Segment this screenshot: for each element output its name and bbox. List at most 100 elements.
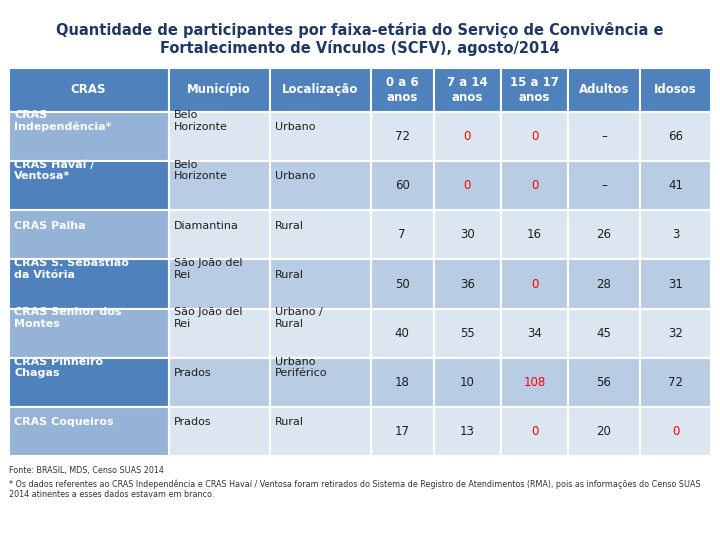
- Bar: [269, 68, 371, 112]
- Bar: [568, 210, 640, 259]
- Text: 0 a 6
anos: 0 a 6 anos: [386, 76, 418, 104]
- Text: 31: 31: [668, 278, 683, 291]
- Text: 40: 40: [395, 327, 410, 340]
- Text: * Os dados referentes ao CRAS Independência e CRAS Havaí / Ventosa foram retirad: * Os dados referentes ao CRAS Independên…: [9, 480, 701, 500]
- Bar: [168, 161, 269, 210]
- Text: 7 a 14
anos: 7 a 14 anos: [447, 76, 487, 104]
- Bar: [371, 161, 433, 210]
- Text: 56: 56: [597, 376, 611, 389]
- Text: CRAS
Independência*: CRAS Independência*: [14, 110, 112, 132]
- Text: Prados: Prados: [174, 417, 212, 427]
- Text: 41: 41: [668, 179, 683, 192]
- Bar: [9, 259, 168, 309]
- Bar: [168, 259, 269, 309]
- Bar: [371, 309, 433, 358]
- Bar: [371, 210, 433, 259]
- Text: CRAS: CRAS: [71, 83, 107, 96]
- Text: Rural: Rural: [275, 269, 305, 280]
- Text: CRAS Pinheiro
Chagas: CRAS Pinheiro Chagas: [14, 356, 104, 378]
- Text: Belo
Horizonte: Belo Horizonte: [174, 111, 228, 132]
- Text: Município: Município: [187, 83, 251, 96]
- Text: Localização: Localização: [282, 83, 359, 96]
- Text: CRAS Senhor dos
Montes: CRAS Senhor dos Montes: [14, 307, 122, 329]
- Text: 0: 0: [531, 425, 539, 438]
- Text: Belo
Horizonte: Belo Horizonte: [174, 160, 228, 181]
- Bar: [640, 112, 711, 161]
- Bar: [568, 358, 640, 407]
- Bar: [371, 259, 433, 309]
- Bar: [640, 210, 711, 259]
- Text: 45: 45: [597, 327, 611, 340]
- Text: Rural: Rural: [275, 417, 305, 427]
- Text: 17: 17: [395, 425, 410, 438]
- Bar: [568, 309, 640, 358]
- Bar: [9, 161, 168, 210]
- Text: 15 a 17
anos: 15 a 17 anos: [510, 76, 559, 104]
- Bar: [501, 259, 568, 309]
- Text: Urbano: Urbano: [275, 171, 316, 181]
- Text: CRAS Havaí /
Ventosa*: CRAS Havaí / Ventosa*: [14, 160, 95, 181]
- Text: 20: 20: [597, 425, 611, 438]
- Bar: [568, 161, 640, 210]
- Bar: [568, 68, 640, 112]
- Text: 55: 55: [460, 327, 474, 340]
- Bar: [269, 259, 371, 309]
- Bar: [371, 112, 433, 161]
- Bar: [168, 407, 269, 456]
- Text: 10: 10: [460, 376, 474, 389]
- Bar: [433, 112, 501, 161]
- Bar: [433, 68, 501, 112]
- Bar: [168, 358, 269, 407]
- Bar: [168, 68, 269, 112]
- Text: 34: 34: [527, 327, 542, 340]
- Text: 26: 26: [597, 228, 611, 241]
- Text: 66: 66: [668, 130, 683, 143]
- Text: 30: 30: [460, 228, 474, 241]
- Bar: [640, 259, 711, 309]
- Bar: [501, 407, 568, 456]
- Bar: [433, 358, 501, 407]
- Bar: [371, 407, 433, 456]
- Text: 36: 36: [460, 278, 474, 291]
- Bar: [501, 68, 568, 112]
- Bar: [9, 407, 168, 456]
- Text: 16: 16: [527, 228, 542, 241]
- Bar: [433, 161, 501, 210]
- Text: 0: 0: [464, 179, 471, 192]
- Text: 13: 13: [460, 425, 474, 438]
- Bar: [433, 210, 501, 259]
- Bar: [640, 161, 711, 210]
- Text: Adultos: Adultos: [579, 83, 629, 96]
- Bar: [640, 358, 711, 407]
- Text: –: –: [601, 130, 607, 143]
- Text: CRAS S. Sebastião
da Vitória: CRAS S. Sebastião da Vitória: [14, 258, 130, 280]
- Bar: [501, 210, 568, 259]
- Bar: [433, 407, 501, 456]
- Text: 0: 0: [464, 130, 471, 143]
- Bar: [168, 210, 269, 259]
- Bar: [501, 309, 568, 358]
- Bar: [371, 358, 433, 407]
- Bar: [640, 309, 711, 358]
- Bar: [9, 358, 168, 407]
- Bar: [9, 68, 168, 112]
- Bar: [9, 112, 168, 161]
- Text: 32: 32: [668, 327, 683, 340]
- Bar: [568, 259, 640, 309]
- Bar: [640, 407, 711, 456]
- Text: Quantidade de participantes por faixa-etária do Serviço de Convivência e: Quantidade de participantes por faixa-et…: [56, 22, 664, 38]
- Bar: [501, 112, 568, 161]
- Bar: [269, 358, 371, 407]
- Bar: [568, 112, 640, 161]
- Text: 3: 3: [672, 228, 679, 241]
- Text: 0: 0: [531, 179, 539, 192]
- Bar: [269, 210, 371, 259]
- Bar: [168, 309, 269, 358]
- Text: São João del
Rei: São João del Rei: [174, 307, 243, 329]
- Text: São João del
Rei: São João del Rei: [174, 258, 243, 280]
- Text: Prados: Prados: [174, 368, 212, 378]
- Text: 108: 108: [523, 376, 546, 389]
- Text: 0: 0: [531, 278, 539, 291]
- Text: Rural: Rural: [275, 220, 305, 231]
- Bar: [640, 68, 711, 112]
